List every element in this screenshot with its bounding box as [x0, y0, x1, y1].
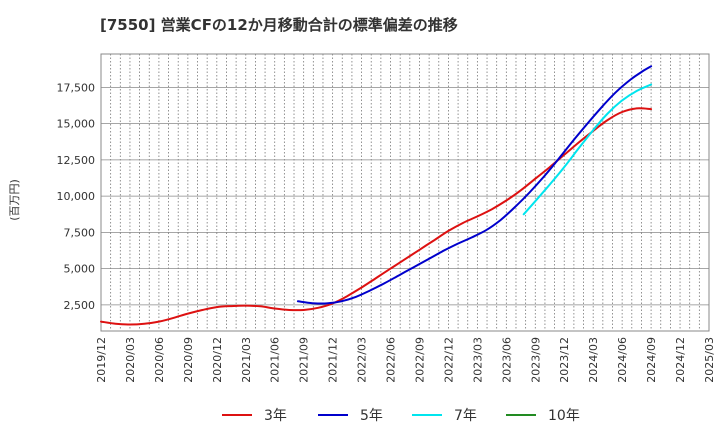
grid-lines — [101, 54, 709, 331]
x-tick-label: 2022/03 — [356, 337, 369, 383]
plot-area-frame — [100, 53, 710, 332]
legend-swatch — [412, 414, 442, 416]
x-tick-label: 2025/03 — [703, 337, 716, 383]
legend-label: 10年 — [548, 408, 580, 424]
x-tick-label: 2021/03 — [240, 337, 253, 383]
x-tick-label: 2020/12 — [211, 337, 224, 383]
x-tick-label: 2021/06 — [269, 337, 282, 383]
series-line-2 — [296, 65, 653, 305]
y-tick-label: 12,500 — [57, 154, 96, 167]
x-tick-label: 2022/06 — [385, 337, 398, 383]
x-tick-label: 2024/06 — [616, 337, 629, 383]
series-line-1 — [100, 107, 653, 326]
x-tick-label: 2022/12 — [442, 337, 455, 383]
x-tick-label: 2024/09 — [645, 337, 658, 383]
x-tick-label: 2020/03 — [124, 337, 137, 383]
legend-label: 7年 — [454, 408, 477, 424]
x-tick-label: 2024/03 — [587, 337, 600, 383]
legend-item: 3年 — [222, 403, 287, 427]
x-tick-label: 2022/09 — [413, 337, 426, 383]
y-tick-label: 7,500 — [64, 226, 96, 239]
x-tick-label: 2024/12 — [674, 337, 687, 383]
legend-label: 5年 — [360, 408, 383, 424]
x-tick-label: 2021/09 — [298, 337, 311, 383]
series-line-3 — [522, 83, 653, 216]
x-tick-label: 2020/06 — [153, 337, 166, 383]
x-tick-label: 2023/09 — [529, 337, 542, 383]
line-chart: 2,5005,0007,50010,00012,50015,00017,500 … — [57, 53, 716, 383]
x-tick-label: 2023/12 — [558, 337, 571, 383]
x-tick-labels: 2019/12 2020/03 2020/06 2020/09 2020/12 2021/… — [95, 337, 716, 383]
legend-swatch — [222, 414, 252, 416]
series-lines — [100, 65, 653, 326]
y-tick-label: 15,000 — [57, 118, 96, 131]
legend-item: 10年 — [506, 403, 580, 427]
legend: 3年 5年 7年 10年 — [0, 403, 720, 427]
legend-label: 3年 — [264, 408, 287, 424]
y-tick-labels: 2,500 5,000 7,500 10,000 12,500 15,000 17,500 — [57, 81, 96, 312]
x-tick-label: 2019/12 — [95, 337, 108, 383]
y-tick-label: 2,500 — [64, 299, 96, 312]
x-tick-label: 2020/09 — [182, 337, 195, 383]
x-tick-label: 2023/06 — [500, 337, 513, 383]
x-tick-label: 2023/03 — [471, 337, 484, 383]
legend-swatch — [506, 414, 536, 416]
y-tick-label: 10,000 — [57, 190, 96, 203]
chart-title: [7550] 営業CFの12か月移動合計の標準偏差の推移 — [100, 16, 458, 34]
y-tick-label: 5,000 — [64, 263, 96, 276]
legend-item: 7年 — [412, 403, 477, 427]
y-tick-label: 17,500 — [57, 81, 96, 94]
legend-swatch — [318, 414, 348, 416]
x-tick-label: 2021/12 — [327, 337, 340, 383]
legend-item: 5年 — [318, 403, 383, 427]
